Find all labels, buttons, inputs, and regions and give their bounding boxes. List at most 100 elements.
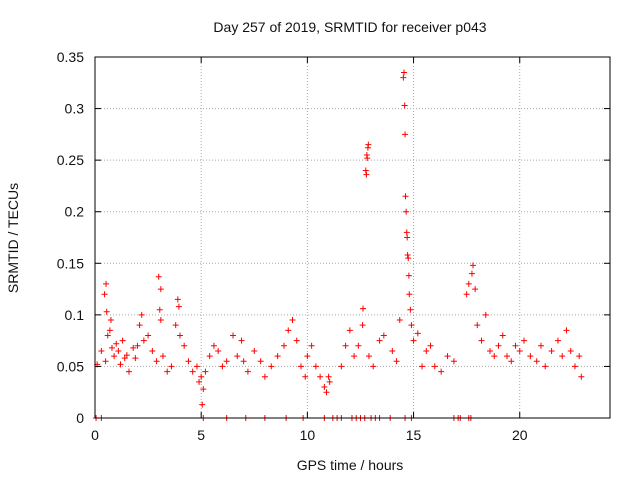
data-point xyxy=(189,368,196,375)
data-point xyxy=(268,363,275,370)
data-point xyxy=(404,234,411,241)
plot-frame xyxy=(94,56,611,419)
data-point xyxy=(196,378,203,385)
data-point xyxy=(206,353,213,360)
data-point xyxy=(393,358,400,365)
y-tick-label: 0.25 xyxy=(57,152,84,168)
data-point xyxy=(365,141,372,148)
data-point xyxy=(304,353,311,360)
data-point xyxy=(193,363,200,370)
data-point xyxy=(132,355,139,362)
data-point xyxy=(359,322,366,329)
data-point xyxy=(533,358,540,365)
data-point xyxy=(298,363,304,370)
data-point xyxy=(554,337,561,344)
data-point xyxy=(302,373,309,380)
data-point xyxy=(157,317,164,324)
y-tick-label: 0.05 xyxy=(57,358,84,374)
data-point xyxy=(478,337,485,344)
data-point xyxy=(125,368,132,375)
data-point xyxy=(175,303,182,310)
data-point xyxy=(168,363,175,370)
data-point xyxy=(491,353,498,360)
data-point xyxy=(145,332,152,339)
data-point xyxy=(153,358,160,365)
data-point xyxy=(578,373,585,380)
data-point xyxy=(293,337,300,344)
x-tick-label: 15 xyxy=(406,427,422,443)
data-point xyxy=(407,306,414,313)
grid xyxy=(95,57,610,418)
data-points xyxy=(93,69,585,421)
data-point xyxy=(405,272,412,279)
data-point xyxy=(548,347,555,354)
data-point xyxy=(155,273,162,280)
data-point xyxy=(389,347,396,354)
data-point xyxy=(338,363,345,370)
data-point xyxy=(563,327,570,334)
data-point xyxy=(400,74,407,81)
data-point xyxy=(567,347,574,354)
data-point xyxy=(202,368,209,375)
data-point xyxy=(251,347,258,354)
data-point xyxy=(244,368,251,375)
y-tick-label: 0.1 xyxy=(65,307,85,323)
data-point xyxy=(149,347,156,354)
data-point xyxy=(115,347,122,354)
x-tick-label: 10 xyxy=(300,427,316,443)
data-point xyxy=(362,167,369,174)
data-point xyxy=(342,342,349,349)
data-point xyxy=(472,286,479,293)
data-point xyxy=(261,373,268,380)
data-point xyxy=(364,155,371,162)
data-point xyxy=(542,363,549,370)
data-point xyxy=(402,193,409,200)
axis-ticks: 0 0.05 0.1 0.15 0.2 0.25 0.3 0.35 0 5 10 15 20 xyxy=(57,49,610,443)
data-point xyxy=(355,342,362,349)
data-point xyxy=(323,389,330,396)
data-point xyxy=(140,337,147,344)
data-point xyxy=(198,373,205,380)
y-axis-label: SRMTID / TECUs xyxy=(5,183,21,293)
chart-title: Day 257 of 2019, SRMTID for receiver p04… xyxy=(213,19,486,35)
data-point xyxy=(138,311,145,318)
data-point xyxy=(210,342,217,349)
data-point xyxy=(380,332,387,339)
data-point xyxy=(136,322,143,329)
data-point xyxy=(103,280,110,287)
data-point xyxy=(499,332,506,339)
data-point xyxy=(156,306,163,313)
data-point xyxy=(438,368,445,375)
data-point xyxy=(402,131,409,138)
data-point xyxy=(470,262,477,269)
data-point xyxy=(312,363,319,370)
data-point xyxy=(130,344,137,351)
data-point xyxy=(465,280,472,287)
data-point xyxy=(326,378,333,385)
data-point xyxy=(111,353,118,360)
data-point xyxy=(102,358,109,365)
data-point xyxy=(346,327,353,334)
data-point xyxy=(423,347,430,354)
data-point xyxy=(370,363,377,370)
data-point xyxy=(571,363,578,370)
data-point xyxy=(365,353,372,360)
data-point xyxy=(185,358,192,365)
data-point xyxy=(199,401,206,408)
data-point xyxy=(403,208,410,215)
data-point xyxy=(376,337,383,344)
data-point xyxy=(527,353,534,360)
data-point xyxy=(537,342,544,349)
data-point xyxy=(113,340,120,347)
data-point xyxy=(468,270,475,277)
y-tick-label: 0.3 xyxy=(65,101,85,117)
data-point xyxy=(404,252,411,259)
data-point xyxy=(223,358,230,365)
data-point xyxy=(281,342,288,349)
data-point xyxy=(431,363,438,370)
data-point xyxy=(274,353,281,360)
data-point xyxy=(559,353,566,360)
data-point xyxy=(285,327,292,334)
